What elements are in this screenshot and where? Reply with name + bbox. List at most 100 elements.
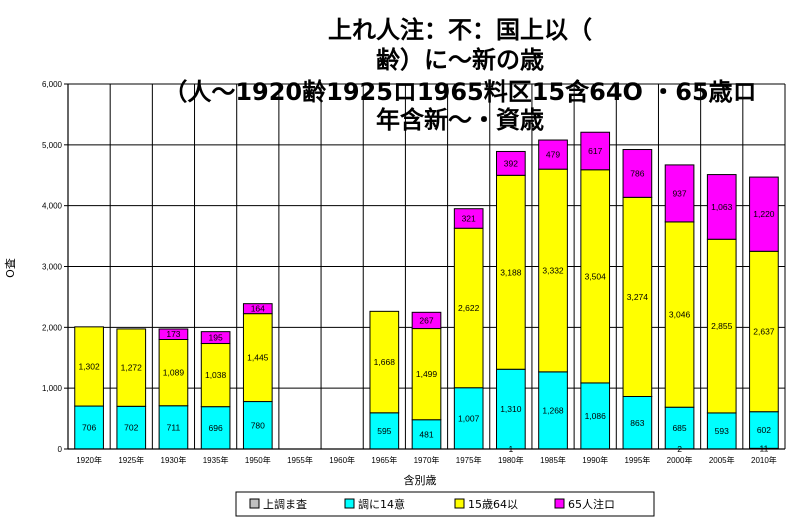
- bar-segment: [622, 149, 653, 198]
- x-axis-title: 含別歳: [404, 473, 437, 487]
- chart-title-line-4: 年含新～・資歳: [376, 106, 544, 134]
- legend: 上調ま査 調に14意 15歳64以 65人注ロ: [235, 491, 655, 517]
- legend-swatch: [344, 498, 355, 509]
- data-label: 164: [251, 304, 265, 314]
- x-tick-label: 2000年: [667, 455, 693, 465]
- data-label: 2,622: [458, 303, 480, 313]
- bar-segment: [706, 238, 737, 414]
- data-label: 1,668: [374, 357, 396, 367]
- data-label: 3,274: [627, 292, 649, 302]
- data-label: 1,038: [205, 370, 227, 380]
- data-label: 173: [166, 329, 180, 339]
- legend-label: 上調ま査: [263, 497, 307, 511]
- data-label: 479: [546, 150, 560, 160]
- chart-title-line-2: 齢）に～新の歳: [376, 46, 544, 74]
- x-tick-label: 1970年: [414, 455, 440, 465]
- bar-segment: [200, 343, 231, 408]
- bar-segment: [369, 310, 400, 414]
- y-tick-label: 4,000: [42, 202, 63, 211]
- data-label: 786: [630, 168, 644, 178]
- data-label: 3,188: [500, 267, 522, 277]
- legend-swatch: [454, 498, 465, 509]
- data-label: 1,302: [78, 361, 100, 371]
- bar-segment: [664, 221, 695, 408]
- x-tick-label: 1960年: [329, 455, 355, 465]
- bar-segment: [580, 131, 611, 171]
- data-label: 392: [504, 158, 518, 168]
- data-label: 696: [209, 423, 223, 433]
- legend-frame: [235, 491, 655, 517]
- bar-segment: [74, 326, 104, 407]
- bar-segment: [538, 168, 568, 373]
- bar-segment: [622, 196, 653, 398]
- y-axis-title: O査: [3, 258, 17, 278]
- y-tick-label: 1,000: [42, 384, 63, 393]
- data-label: 1,445: [247, 353, 269, 363]
- legend-swatch: [554, 498, 565, 509]
- bar-segment: [453, 387, 484, 450]
- chart-title-line-3: （人～1920齢1925ロ1965料区15含64O ・65歳ロ: [163, 78, 756, 106]
- bar-segment: [496, 174, 526, 370]
- data-label: 602: [757, 425, 771, 435]
- x-tick-label: 1980年: [498, 455, 524, 465]
- x-tick-label: 1955年: [287, 455, 313, 465]
- data-label: 3,504: [585, 271, 607, 281]
- bar-segment: [200, 406, 231, 450]
- bar-segment: [411, 328, 442, 421]
- legend-label: 65人注ロ: [568, 497, 615, 511]
- bar-segment: [664, 164, 695, 223]
- y-tick-label: 2,000: [42, 323, 63, 332]
- bar-segment: [749, 176, 779, 252]
- data-label: 711: [167, 422, 181, 432]
- data-label: 2,855: [711, 321, 733, 331]
- bar-segment: [538, 139, 568, 170]
- data-label: 481: [419, 429, 433, 439]
- bar-segment: [580, 169, 611, 384]
- bar-segment: [411, 311, 442, 330]
- data-labels: 706 1,302 702 1,272 711 1,089 173 696 1,038 195 78…: [78, 146, 774, 454]
- x-tick-label: 2005年: [709, 455, 735, 465]
- x-tick-label: 1935年: [203, 455, 229, 465]
- data-label: 702: [124, 423, 138, 433]
- bar-segment: [200, 331, 231, 345]
- y-tick-label: 3,000: [42, 263, 63, 272]
- data-label: 1,499: [416, 369, 438, 379]
- data-label: 1,268: [542, 405, 564, 415]
- data-label: 863: [630, 418, 644, 428]
- data-label: 321: [462, 213, 476, 223]
- bar-segment: [411, 419, 442, 450]
- data-label: 1,007: [458, 413, 480, 423]
- axes: 0 1,000 2,000 3,000 4,000 5,000 6,000 1920年 1925…: [42, 80, 785, 465]
- data-label: 706: [82, 423, 96, 433]
- data-label: 3,332: [542, 266, 564, 276]
- data-label: 1,089: [163, 368, 185, 378]
- bar-segment: [158, 328, 189, 340]
- bar-segment: [453, 227, 484, 389]
- x-tick-label: 2010年: [751, 455, 777, 465]
- x-tick-label: 1995年: [624, 455, 650, 465]
- data-label: 1,220: [753, 209, 775, 219]
- x-tick-label: 1930年: [161, 455, 187, 465]
- x-tick-label: 1975年: [456, 455, 482, 465]
- data-label: 1,272: [121, 363, 143, 373]
- bar-segment: [706, 174, 737, 240]
- bar-segment: [242, 303, 273, 315]
- bar-segment: [453, 208, 484, 229]
- data-label: 3,046: [669, 310, 691, 320]
- data-label: 937: [672, 188, 686, 198]
- bar-segment: [116, 328, 147, 407]
- data-label: 267: [419, 315, 433, 325]
- bars: [74, 131, 779, 450]
- x-tick-label: 1920年: [76, 455, 102, 465]
- data-label: 1,310: [500, 404, 522, 414]
- gridlines: [67, 83, 786, 450]
- x-tick-label: 1965年: [371, 455, 397, 465]
- data-label: 617: [588, 146, 602, 156]
- data-label: 685: [672, 423, 686, 433]
- bar-segment: [496, 150, 526, 176]
- data-label: 1,086: [585, 411, 607, 421]
- data-label: 593: [715, 426, 729, 436]
- data-label: 780: [251, 420, 265, 430]
- x-tick-label: 1925年: [118, 455, 144, 465]
